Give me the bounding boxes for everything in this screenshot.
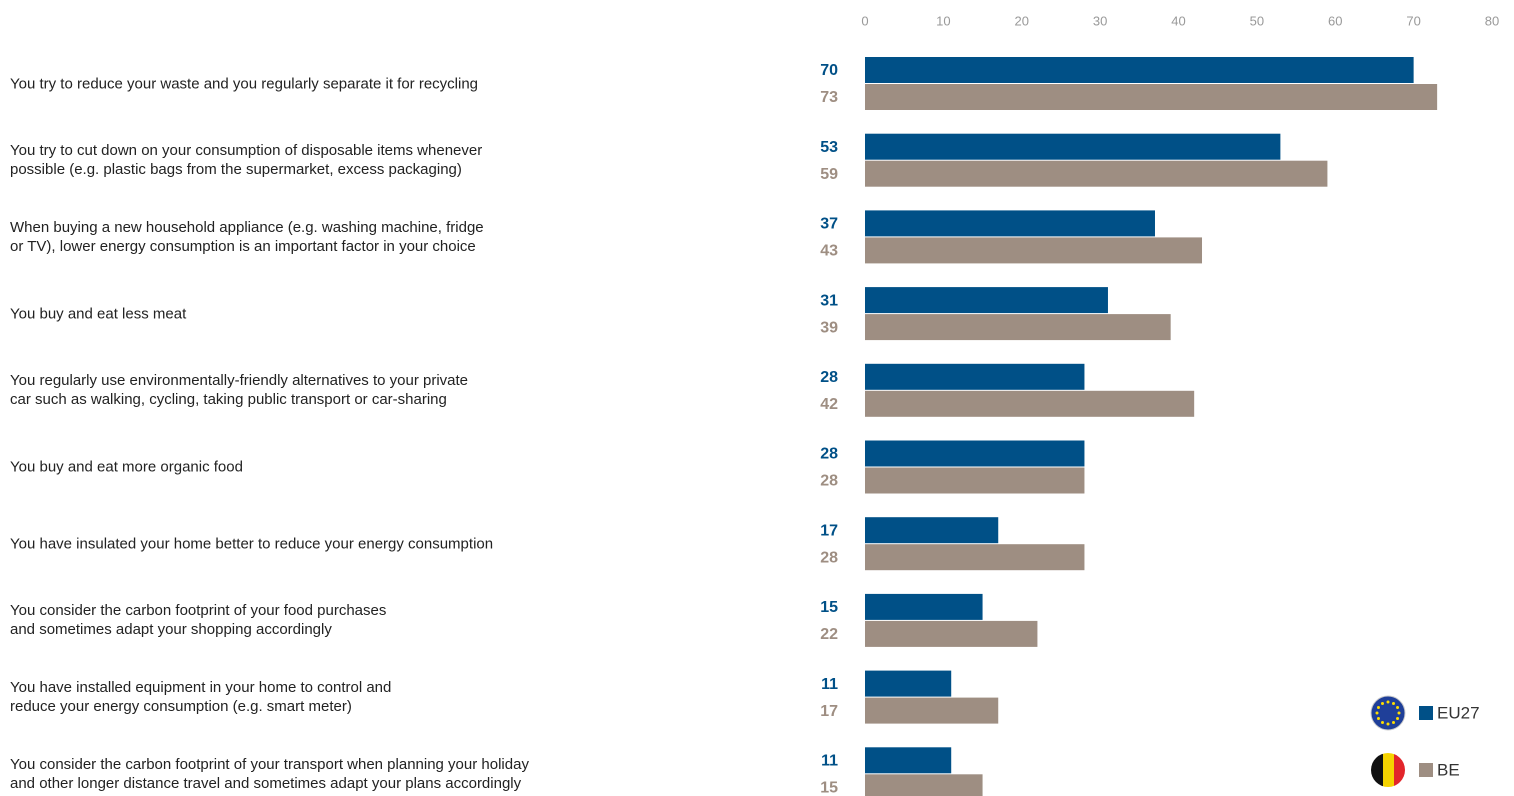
category-label: When buying a new household appliance (e… (10, 218, 484, 255)
bar (865, 620, 1038, 647)
x-tick-label: 10 (936, 13, 950, 28)
bar (865, 440, 1085, 467)
bar (865, 774, 983, 796)
flag-star (1376, 706, 1380, 709)
bar (865, 210, 1155, 237)
x-tick-label: 20 (1015, 13, 1029, 28)
category-label: You regularly use environmentally-friend… (10, 372, 469, 409)
x-tick-label: 40 (1171, 13, 1185, 28)
flag-star (1386, 700, 1390, 704)
value-label: 28 (820, 446, 838, 463)
bar (865, 593, 983, 620)
flag-star (1381, 721, 1384, 725)
value-label: 11 (821, 676, 838, 693)
value-label: 39 (820, 319, 838, 336)
bar (865, 697, 999, 724)
flag-star (1392, 701, 1395, 705)
category-label: You have insulated your home better to r… (10, 535, 494, 553)
flag-star (1381, 701, 1384, 705)
flag-star (1392, 721, 1395, 725)
category-label: You buy and eat less meat (10, 305, 187, 323)
value-label: 28 (820, 369, 838, 386)
value-label: 73 (820, 89, 838, 106)
flag-star (1396, 717, 1400, 720)
bar (865, 670, 952, 697)
be-flag (1371, 753, 1405, 787)
bar (865, 747, 952, 774)
x-tick-label: 30 (1093, 13, 1107, 28)
eu-flag (1370, 695, 1406, 731)
value-label: 28 (820, 473, 838, 490)
x-tick-label: 50 (1250, 13, 1264, 28)
value-label: 17 (820, 522, 838, 539)
bar (865, 287, 1108, 314)
x-tick-label: 0 (861, 13, 868, 28)
bar (865, 544, 1085, 571)
value-label: 11 (821, 753, 838, 770)
bar (865, 517, 999, 544)
bar (865, 57, 1414, 83)
category-label: You consider the carbon footprint of you… (10, 602, 387, 639)
value-label: 17 (820, 703, 838, 720)
x-tick-label: 80 (1485, 13, 1499, 28)
bar (865, 467, 1085, 494)
bar (865, 160, 1328, 187)
flag-star (1376, 717, 1380, 720)
legend-swatch (1419, 706, 1433, 720)
flag-star (1397, 711, 1401, 715)
legend-label: EU27 (1437, 703, 1480, 722)
value-label: 42 (820, 396, 838, 413)
category-label: You buy and eat more organic food (10, 458, 243, 476)
category-label: You try to reduce your waste and you reg… (10, 75, 479, 92)
x-tick-label: 60 (1328, 13, 1342, 28)
legend-label: BE (1437, 760, 1460, 779)
bar (865, 133, 1281, 160)
category-label: You have installed equipment in your hom… (10, 679, 392, 716)
value-label: 70 (820, 62, 838, 79)
flag-star (1396, 706, 1400, 709)
value-label: 31 (820, 292, 838, 309)
value-label: 59 (820, 166, 838, 183)
value-label: 43 (820, 243, 838, 260)
value-label: 37 (820, 216, 838, 233)
bar (865, 314, 1171, 341)
value-label: 22 (820, 626, 838, 643)
x-tick-label: 70 (1406, 13, 1420, 28)
value-label: 15 (820, 599, 838, 616)
legend-swatch (1419, 763, 1433, 777)
category-label: You try to cut down on your consumption … (10, 142, 483, 179)
bar (865, 237, 1203, 264)
value-label: 28 (820, 549, 838, 566)
bar (865, 363, 1085, 390)
flag-star (1375, 711, 1379, 715)
value-label: 15 (820, 780, 838, 796)
category-label: You consider the carbon footprint of you… (10, 755, 529, 792)
bar (865, 84, 1438, 110)
flag-star (1386, 722, 1390, 726)
bar (865, 390, 1195, 417)
value-label: 53 (820, 139, 838, 156)
